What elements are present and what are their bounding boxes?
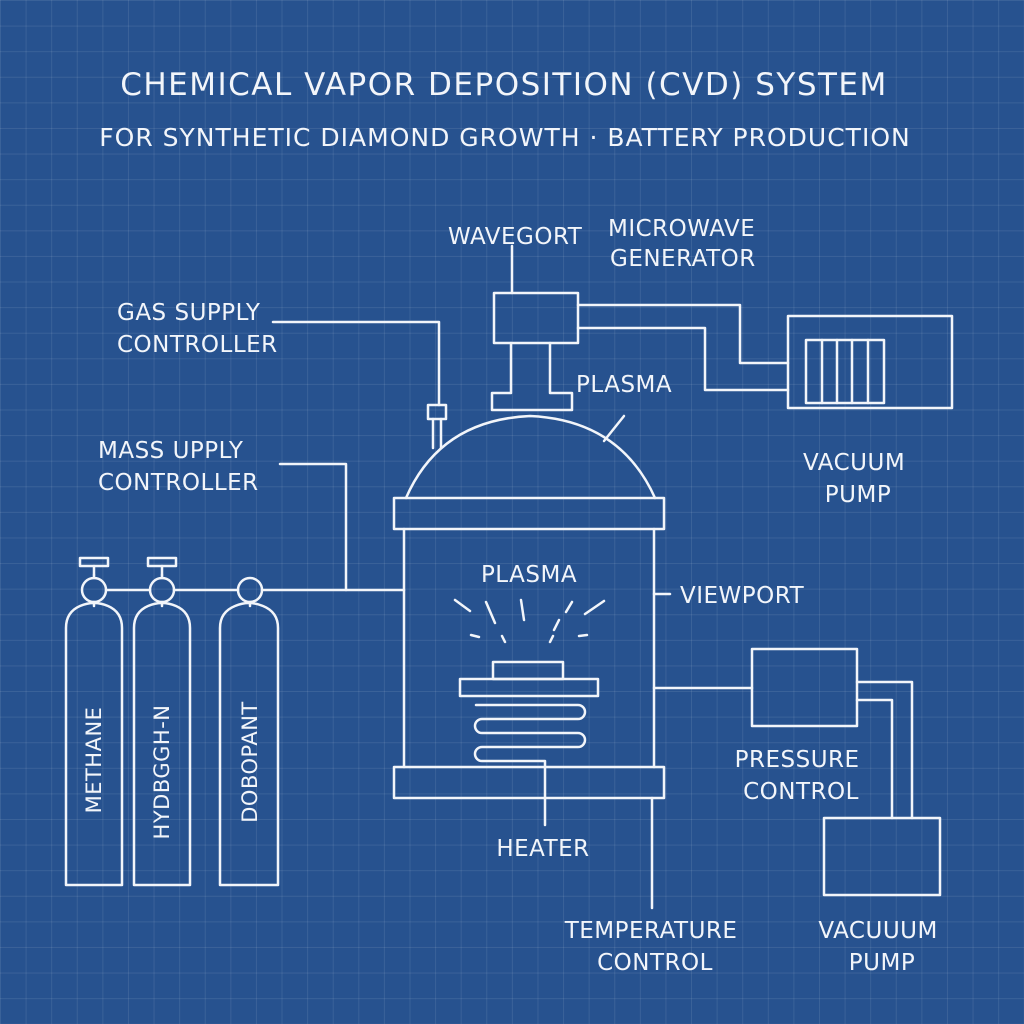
substrate-stage [458,660,600,698]
waveguide-label: WAVEGORT [448,224,583,250]
plasma-rays [453,598,606,644]
gas-inlet-port [426,403,448,450]
plasma-top-label: PLASMA [576,372,672,398]
gas-supply-leader [271,320,441,407]
gas-supply-line-2: CONTROLLER [117,332,278,358]
waveguide-pump-line [576,303,790,365]
viewport-label: VIEWPORT [680,583,805,609]
pressure-control-box [750,647,859,728]
vacuum-pump-bottom-line-2: PUMP [849,950,915,976]
mass-supply-line-2: CONTROLLER [98,470,259,496]
pressure-control-line-2: CONTROL [743,779,859,805]
gas-cylinders [64,556,406,887]
tank-label-hydrogen: HYDBGGH-N [150,705,174,840]
temperature-control-line-2: CONTROL [597,950,713,976]
plasma-top-leader [602,414,626,443]
gas-supply-controller-label: GAS SUPPLY CONTROLLER [117,300,278,358]
pressure-pump-line [855,680,914,820]
vacuum-pump-top-line-2: PUMP [825,482,891,508]
vacuum-pump-top-line-1: VACUUM [803,450,905,476]
pressure-control-line-1: PRESSURE [735,747,860,773]
vacuum-pump-bottom-label: VACUUUM PUMP [818,918,945,976]
plasma-chamber-label: PLASMA [481,562,577,588]
temperature-control-label: TEMPERATURE CONTROL [564,918,746,976]
microwave-generator-line-1: MICROWAVE [608,216,755,242]
microwave-generator-label: MICROWAVE GENERATOR [608,216,763,272]
microwave-generator-line-2: GENERATOR [610,246,756,272]
gas-supply-line-1: GAS SUPPLY [117,300,261,326]
vacuum-pump-bottom-line-1: VACUUUM [818,918,938,944]
tank-label-methane: METHANE [82,707,106,814]
heater-label: HEATER [496,836,589,862]
mass-supply-controller-label: MASS UPPLY CONTROLLER [98,438,259,496]
tank-label-dopant: DOBOPANT [238,701,262,823]
temperature-control-line-1: TEMPERATURE [564,918,738,944]
vacuum-pump-top-unit [786,314,954,410]
vacuum-pump-top-label: VACUUM PUMP [803,450,913,508]
waveguide-assembly [490,244,580,412]
reactor-chamber [392,414,666,800]
mass-supply-line-1: MASS UPPLY [98,438,244,464]
diagram-title: CHEMICAL VAPOR DEPOSITION (CVD) SYSTEM [120,67,888,103]
pressure-pump-line-2 [855,698,894,820]
diagram-subtitle: FOR SYNTHETIC DIAMOND GROWTH · BATTERY P… [99,123,910,152]
vacuum-pump-bottom-box [822,816,942,897]
mass-supply-leader [278,462,348,592]
waveguide-pump-line-2 [576,326,790,392]
heater-coil [473,703,587,827]
pressure-control-label: PRESSURE CONTROL [735,747,868,805]
